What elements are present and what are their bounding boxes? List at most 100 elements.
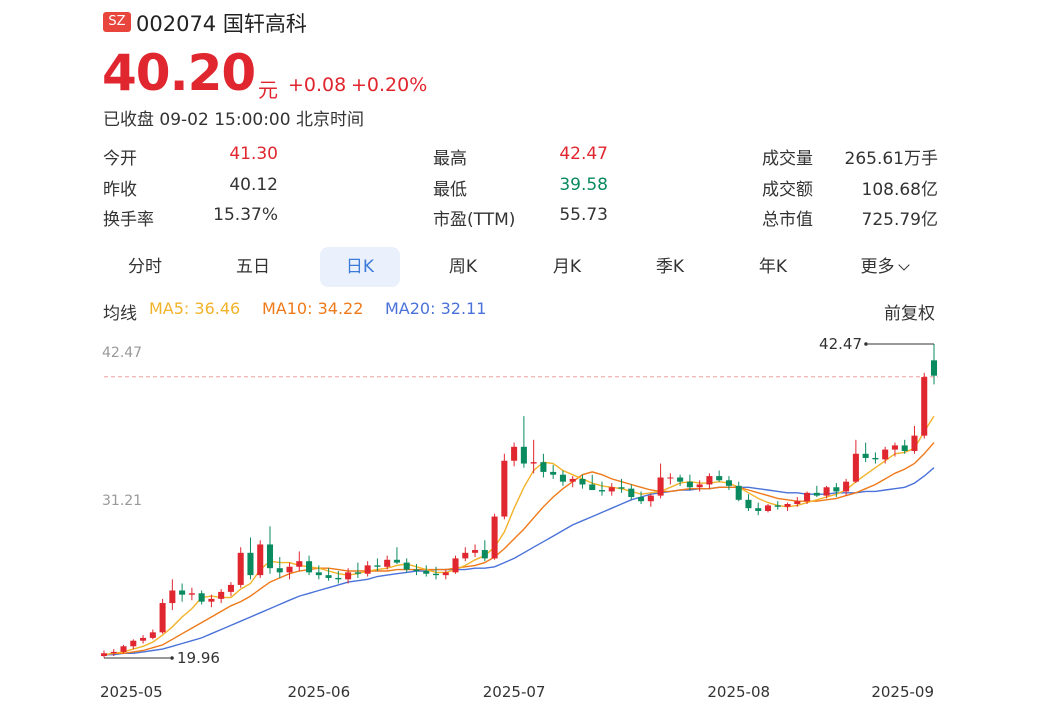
x-tick-label: 2025-07 [483,683,546,701]
candle [169,579,176,611]
candle-body [794,501,801,504]
tab-yearly-k[interactable]: 年K [758,257,788,277]
tab-quarterly-k[interactable]: 季K [655,257,685,277]
candle-body [764,505,772,511]
high-label: 最高 [433,149,467,169]
candle [550,464,557,479]
candle [696,480,703,492]
candle-body [725,480,732,486]
candle [335,570,342,584]
ma10-line [103,442,935,656]
current-price: 40.20 [102,44,256,102]
candle-body [706,476,713,485]
candle-body [110,651,117,654]
candle [706,473,713,489]
candle-body [628,488,635,498]
candle-body [833,487,840,492]
tab-five-day[interactable]: 五日 [236,257,270,277]
candle-body [911,435,918,451]
tab-weekly-k[interactable]: 周K [448,257,478,277]
candle-body [550,471,557,475]
candle [852,439,859,484]
y-tick-mid: 31.21 [102,493,142,509]
candle-body [696,484,703,488]
candle [638,491,645,504]
candle-body [774,505,781,507]
candle [784,502,791,511]
candle [774,501,781,510]
candle [755,502,762,516]
candle [364,561,371,577]
candle-body [481,550,488,559]
candle [393,547,400,564]
candle [296,551,303,571]
candle [325,568,332,581]
candle-body [472,550,479,553]
candle [306,555,313,576]
candle-body [374,565,381,567]
tab-intraday[interactable]: 分时 [128,257,162,277]
x-tick-label: 2025-09 [871,683,934,701]
candle [276,557,283,578]
candle-body [393,559,400,563]
candle-body [589,484,596,491]
candle [677,474,684,486]
tab-monthly-k[interactable]: 月K [552,257,582,277]
pe-label: 市盈(TTM) [433,210,516,230]
candle [823,485,830,499]
tab-more[interactable]: 更多 [846,247,922,287]
candle-body [657,477,664,496]
candle [725,476,732,491]
min-dot [170,656,174,660]
candle-body [618,487,625,489]
candle [452,555,459,574]
candle [354,562,361,578]
candle-body [823,487,830,496]
candle [540,453,547,478]
candle-body [804,492,811,502]
candle [120,644,127,654]
max-dot [864,342,868,346]
tab-daily-k[interactable]: 日K [320,247,400,287]
candle [745,494,752,511]
candle-body [608,487,615,492]
prev-close-value: 40.12 [229,175,278,195]
candle [657,463,664,499]
max-label: 42.47 [819,335,862,353]
candle-body [276,568,283,573]
candle [569,476,576,488]
high-value: 42.47 [559,144,608,164]
candle-body [784,503,791,507]
candle [833,483,840,498]
candle-body [130,640,137,647]
candle [559,470,566,486]
candle-body [218,591,225,599]
candle-body [403,562,410,570]
adjust-toggle[interactable]: 前复权 [884,304,935,324]
candle [921,372,928,439]
candle [579,474,586,489]
candle [901,439,908,454]
candle [882,446,889,464]
candle [804,491,811,504]
candle [218,589,225,604]
candle [462,547,469,562]
low-value: 39.58 [559,175,608,195]
candle [618,478,625,493]
candle-body [921,377,928,436]
candle [686,474,693,491]
candle-body [423,570,430,574]
candle-body [813,492,820,496]
candle-body [520,446,527,464]
candle-body [335,577,342,580]
candle [442,569,449,580]
candle-body [667,477,674,479]
candle [872,452,879,464]
candle-body [149,632,156,638]
candle [179,583,186,602]
price-unit: 元 [258,78,278,102]
candle-body [100,653,108,657]
candle-body [208,598,215,602]
candle-body [188,593,195,595]
